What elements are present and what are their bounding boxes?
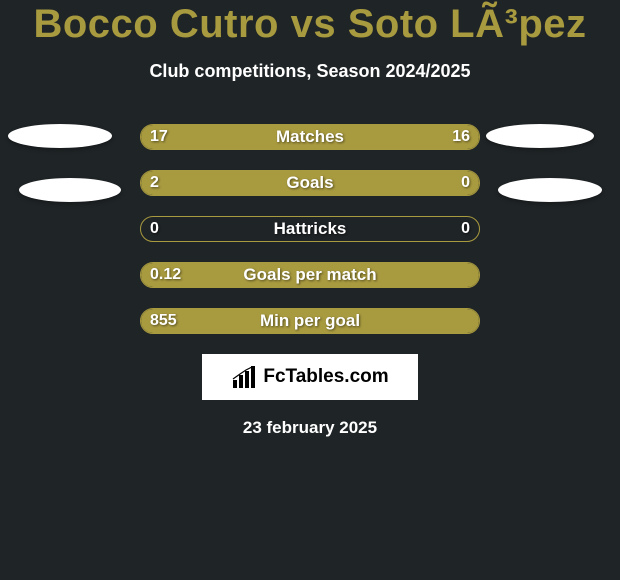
stat-value-right: 0 [461,170,470,196]
stat-label: Hattricks [140,216,480,242]
chart-icon [231,366,257,388]
player-avatar-placeholder [8,124,112,148]
player-avatar-placeholder [486,124,594,148]
stat-row: Hattricks0 0 [0,216,620,242]
stat-label: Min per goal [140,308,480,334]
footer-logo: FcTables.com [202,354,418,400]
stat-row: Min per goal855 [0,308,620,334]
stats-area: Matches1716Goals20Hattricks00Goals per m… [0,124,620,334]
stat-value-right: 0 [461,216,470,242]
stat-label: Goals [140,170,480,196]
footer-logo-text: FcTables.com [263,366,388,388]
stat-value-left: 855 [150,308,177,334]
stat-label: Matches [140,124,480,150]
player-avatar-placeholder [19,178,121,202]
stat-row: Goals per match0.12 [0,262,620,288]
subtitle: Club competitions, Season 2024/2025 [0,61,620,82]
stat-label: Goals per match [140,262,480,288]
player-avatar-placeholder [498,178,602,202]
footer-date: 23 february 2025 [0,418,620,438]
stat-value-left: 2 [150,170,159,196]
page-title: Bocco Cutro vs Soto LÃ³pez [0,2,620,47]
stat-value-right: 16 [452,124,470,150]
comparison-infographic: Bocco Cutro vs Soto LÃ³pez Club competit… [0,0,620,438]
stat-value-left: 17 [150,124,168,150]
stat-value-left: 0.12 [150,262,181,288]
stat-value-left: 0 [150,216,159,242]
